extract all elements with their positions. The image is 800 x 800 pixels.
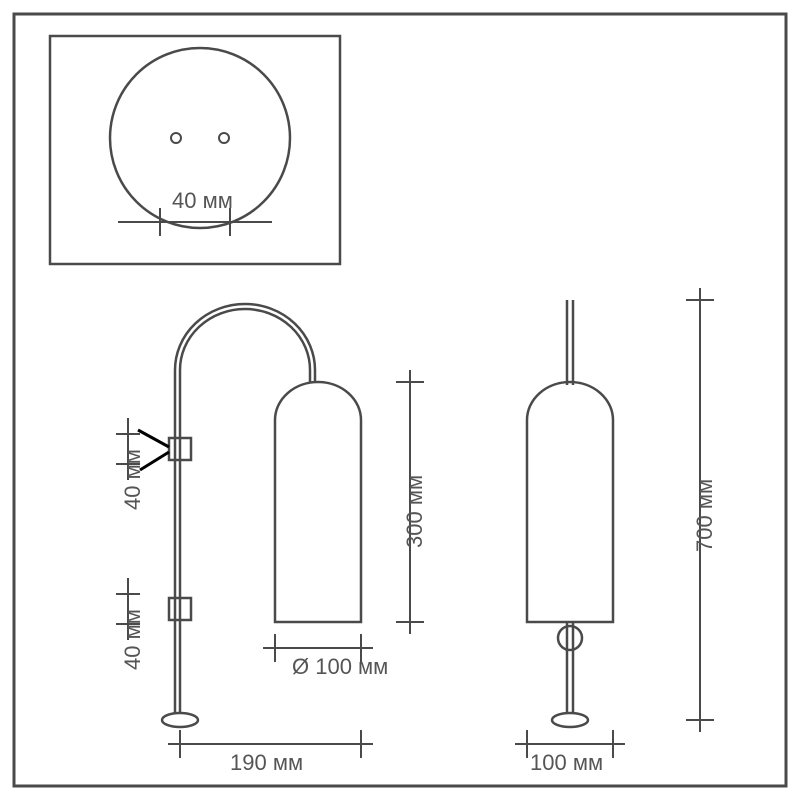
hole-left (171, 133, 181, 143)
label-total-700: 700 мм (692, 479, 718, 552)
diagram-container (12, 12, 788, 788)
label-front-100: 100 мм (530, 750, 603, 776)
hole-right (219, 133, 229, 143)
diagram-svg (12, 12, 788, 788)
label-diam-100: Ø 100 мм (292, 654, 388, 680)
dims-front (515, 288, 714, 758)
front-view (527, 300, 613, 727)
label-block2-40: 40 мм (120, 609, 146, 670)
label-side-190: 190 мм (230, 750, 303, 776)
label-shade-300: 300 мм (402, 475, 428, 548)
top-panel (50, 36, 340, 264)
label-block1-40: 40 мм (120, 449, 146, 510)
outer-frame (14, 14, 786, 786)
label-plate-40: 40 мм (172, 188, 233, 214)
dims-side (116, 370, 424, 758)
